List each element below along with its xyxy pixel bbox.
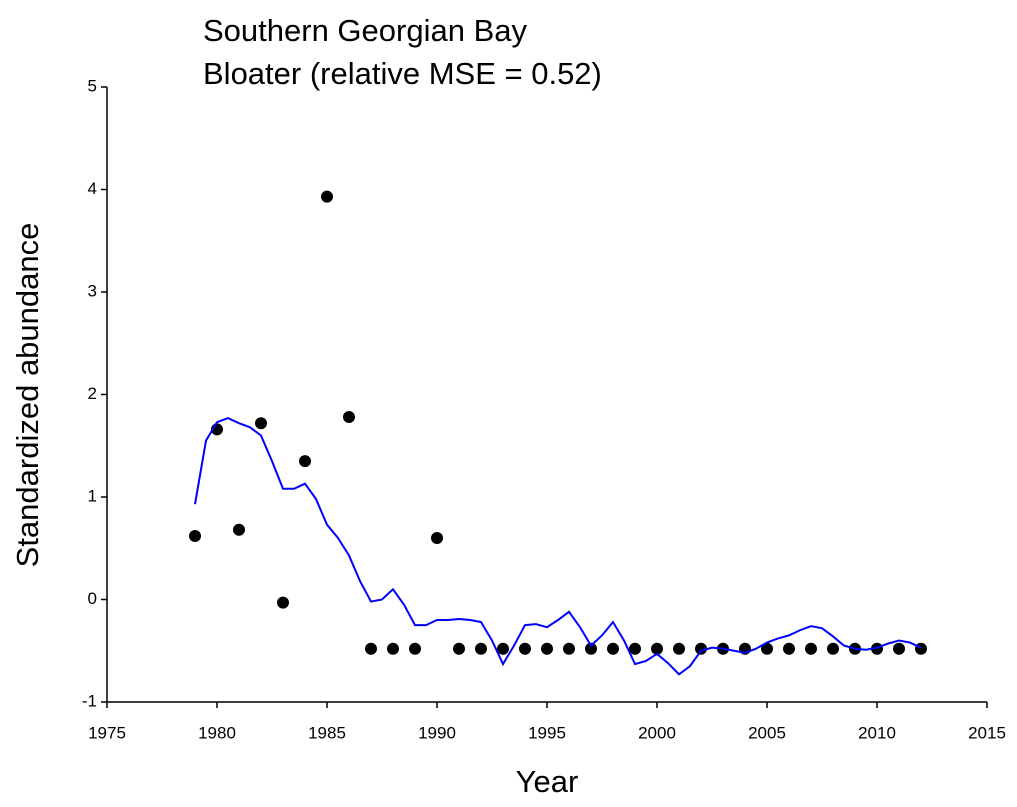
data-point: [475, 642, 487, 655]
data-point: [541, 642, 553, 655]
data-point: [673, 642, 685, 655]
data-point: [695, 642, 707, 655]
chart-subtitle: Bloater (relative MSE = 0.52): [203, 56, 602, 91]
data-point: [761, 642, 773, 655]
data-point: [453, 642, 465, 655]
y-tick-label: -1: [82, 691, 97, 710]
data-point: [255, 417, 267, 430]
data-point: [783, 642, 795, 655]
data-point: [607, 642, 619, 655]
x-axis-label: Year: [516, 764, 579, 799]
x-tick-label: 1990: [418, 723, 456, 742]
x-tick-label: 2005: [748, 723, 786, 742]
data-point: [343, 411, 355, 424]
x-tick-label: 1975: [88, 723, 126, 742]
x-tick-label: 1995: [528, 723, 566, 742]
data-point: [519, 642, 531, 655]
data-point: [893, 642, 905, 655]
data-point: [585, 642, 597, 655]
y-tick-label: 0: [88, 589, 97, 608]
trend-line: [194, 416, 922, 676]
y-tick-label: 1: [88, 486, 97, 505]
y-tick-label: 3: [88, 281, 97, 300]
data-point: [563, 642, 575, 655]
data-point: [277, 596, 289, 609]
chart-title: Southern Georgian Bay: [203, 13, 527, 48]
data-point: [365, 642, 377, 655]
y-tick-label: 4: [88, 179, 97, 198]
data-point: [915, 642, 927, 655]
x-tick-label: 1980: [198, 723, 236, 742]
data-point: [233, 523, 245, 536]
data-point: [299, 455, 311, 468]
data-point: [497, 642, 509, 655]
data-point: [827, 642, 839, 655]
x-tick-label: 1985: [308, 723, 346, 742]
y-tick-label: 5: [88, 76, 97, 95]
x-tick-label: 2000: [638, 723, 676, 742]
x-tick-label: 2010: [858, 723, 896, 742]
data-point: [387, 642, 399, 655]
data-point: [431, 532, 443, 544]
y-tick-label: 2: [88, 384, 97, 403]
data-point: [805, 642, 817, 655]
data-point: [651, 642, 663, 655]
data-point: [629, 642, 641, 655]
data-point: [189, 529, 201, 542]
x-tick-label: 2015: [968, 723, 1006, 742]
data-point: [409, 642, 421, 655]
data-point: [321, 190, 333, 203]
y-axis-label: Standardized abundance: [10, 223, 45, 568]
